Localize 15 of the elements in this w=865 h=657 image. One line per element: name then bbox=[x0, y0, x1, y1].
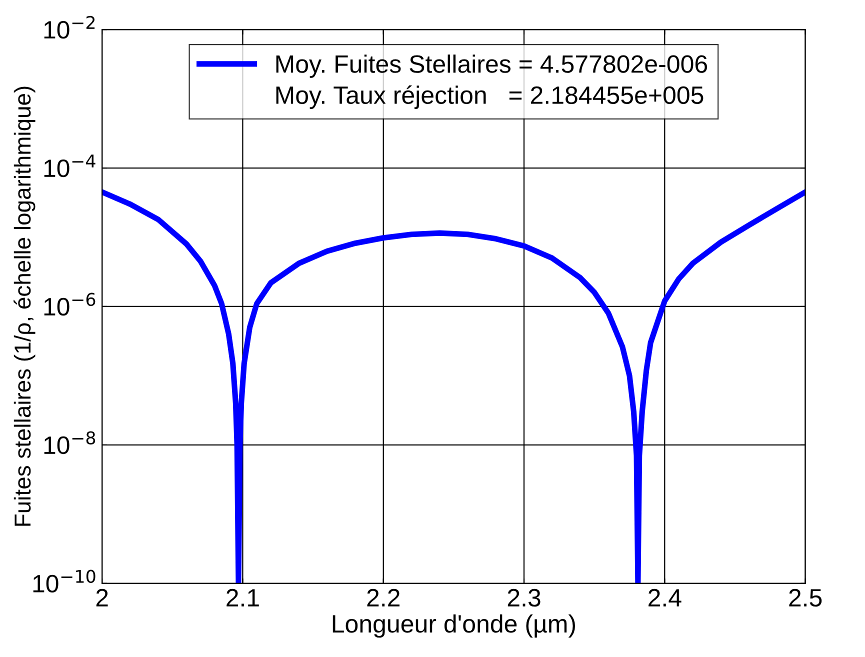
x-tick-label: 2 bbox=[96, 588, 108, 606]
y-tick-label: 10$^{−2}$ bbox=[44, 16, 95, 39]
y-axis-title: Fuites stellaires (1/ρ, échelle logarithmique) bbox=[14, 86, 36, 526]
x-tick-label: 2.5 bbox=[789, 588, 822, 607]
x-tick-label: 2.2 bbox=[367, 588, 400, 606]
y-tick-label: 10$^{−4}$ bbox=[44, 154, 96, 178]
annotation: Moy. Taux réjection = 2.184455e+005 bbox=[276, 85, 704, 109]
legend-label: Moy. Fuites Stellaires = 4.577802e-006 bbox=[276, 54, 708, 78]
x-tick-label: 2.1 bbox=[226, 588, 259, 606]
x-tick-label: 2.4 bbox=[648, 588, 682, 606]
x-tick-label: 2.3 bbox=[508, 588, 540, 607]
y-tick-label: 10$^{−6}$ bbox=[44, 292, 96, 316]
y-tick-label: 10$^{−8}$ bbox=[44, 431, 96, 454]
x-axis-title: Longueur d'onde (µm) bbox=[332, 614, 576, 638]
y-tick-label: 10$^{−10}$ bbox=[33, 570, 96, 593]
